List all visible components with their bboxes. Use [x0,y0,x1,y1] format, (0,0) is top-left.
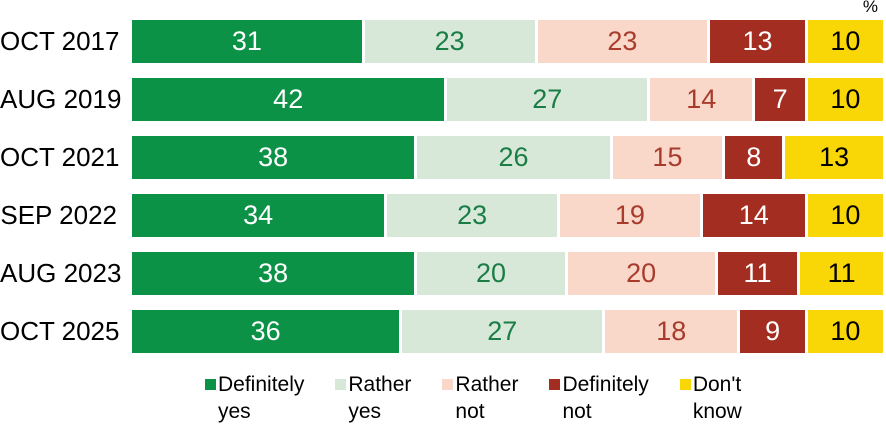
bar-segment-don-t-know: 13 [785,136,883,179]
bar-segment-rather-yes: 27 [402,310,606,353]
legend-swatch-icon [442,379,454,390]
bar-segment-don-t-know: 10 [807,310,883,353]
bar-segment-rather-yes: 20 [417,252,568,295]
legend-label-line2: not [562,400,592,423]
bar-segment-rather-not: 18 [605,310,741,353]
bar-row: AUG 2019 42 27 14 7 10 [0,78,883,121]
legend-label-line2: yes [348,400,382,423]
bar-segment-definitely-yes: 42 [132,78,448,121]
bar-row: OCT 2017 31 23 23 13 10 [0,20,883,63]
bar-segment-definitely-not: 8 [725,136,786,179]
stacked-bar: 36 27 18 9 10 [132,310,883,353]
legend-label-line2: yes [218,400,251,423]
bar-segment-rather-not: 20 [567,252,718,295]
legend-label: Definitely not [562,371,648,425]
bar-segment-definitely-not: 9 [740,310,808,353]
percent-axis-label: % [862,0,878,16]
legend-item-rather-not: Rather not [442,371,518,425]
legend-label: Don't know [693,371,742,425]
bar-segment-rather-yes: 23 [364,20,538,63]
bar-segment-rather-not: 19 [560,194,703,237]
category-label: OCT 2025 [0,316,120,346]
legend-item-definitely-not: Definitely not [549,371,649,425]
bar-segment-definitely-yes: 38 [132,136,418,179]
bar-segment-rather-yes: 27 [447,78,651,121]
bar-row: AUG 2023 38 20 20 11 11 [0,252,883,295]
category-label: AUG 2019 [0,84,122,114]
legend-label: Rather not [455,371,518,425]
category-label: SEP 2022 [0,200,117,230]
category-label: OCT 2021 [0,142,120,172]
bar-segment-definitely-not: 7 [755,78,808,121]
legend: Definitely yes Rather yes Rather not Definitel… [205,371,742,425]
legend-label: Definitely yes [218,371,304,425]
legend-swatch-icon [335,379,347,390]
legend-label-line1: Rather [348,373,412,396]
bar-segment-definitely-yes: 36 [132,310,403,353]
legend-label: Rather yes [348,371,411,425]
legend-label-line1: Definitely [218,373,305,396]
stacked-bar: 38 20 20 11 11 [132,252,883,295]
bar-segment-definitely-yes: 38 [132,252,418,295]
bar-segment-rather-not: 23 [537,20,711,63]
bar-row: OCT 2021 38 26 15 8 13 [0,136,883,179]
bar-segment-don-t-know: 10 [807,78,883,121]
bar-segment-definitely-yes: 31 [132,20,365,63]
legend-item-definitely-yes: Definitely yes [205,371,304,425]
bar-segment-rather-yes: 26 [417,136,613,179]
bar-row: OCT 2025 36 27 18 9 10 [0,310,883,353]
legend-label-line1: Definitely [562,373,649,396]
bar-segment-definitely-yes: 34 [132,194,388,237]
stacked-bar: 31 23 23 13 10 [132,20,883,63]
bar-segment-definitely-not: 11 [717,252,801,295]
bar-segment-don-t-know: 10 [807,20,883,63]
stacked-bar: 38 26 15 8 13 [132,136,883,179]
bar-segment-don-t-know: 10 [807,194,883,237]
legend-label-line1: Don't [692,373,742,396]
bar-row: SEP 2022 34 23 19 14 10 [0,194,883,237]
legend-swatch-icon [549,379,561,390]
legend-swatch-icon [679,379,691,390]
bar-segment-rather-yes: 23 [387,194,561,237]
legend-label-line2: know [692,400,742,423]
bar-segment-rather-not: 15 [612,136,726,179]
bar-segment-definitely-not: 14 [702,194,808,237]
category-label: OCT 2017 [0,26,120,56]
stacked-bar: 42 27 14 7 10 [132,78,883,121]
legend-label-line2: not [455,400,485,423]
stacked-bar: 34 23 19 14 10 [132,194,883,237]
bar-segment-definitely-not: 13 [710,20,808,63]
legend-swatch-icon [205,379,216,390]
bar-segment-rather-not: 14 [650,78,756,121]
legend-item-rather-yes: Rather yes [335,371,411,425]
legend-label-line1: Rather [455,373,519,396]
category-label: AUG 2023 [0,258,122,288]
bar-segment-don-t-know: 11 [800,252,883,295]
legend-item-don-t-know: Don't know [679,371,742,425]
bar-rows: OCT 2017 31 23 23 13 10 AUG 2019 42 27 14 7 10 OCT 2… [0,20,883,368]
